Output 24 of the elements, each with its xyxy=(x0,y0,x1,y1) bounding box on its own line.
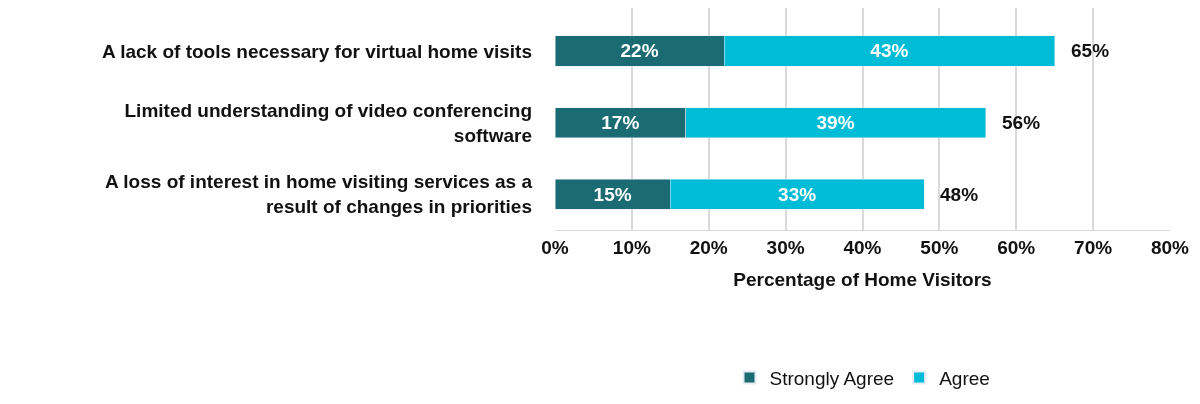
y-tick-label: Limited understanding of video conferencing software xyxy=(124,99,532,146)
data-label: 22% xyxy=(620,40,659,62)
data-label: 43% xyxy=(870,40,909,62)
y-tick-label: A lack of tools necessary for virtual home visits xyxy=(101,40,532,62)
total-label: 65% xyxy=(1071,40,1110,61)
x-tick-label: 0% xyxy=(541,236,569,258)
x-tick-label: 60% xyxy=(997,236,1036,258)
legend-label: Strongly Agree xyxy=(769,368,895,390)
x-tick-label: 50% xyxy=(920,236,959,258)
data-label: 15% xyxy=(593,183,632,205)
x-tick-label: 40% xyxy=(843,236,882,258)
x-tick-label: 30% xyxy=(766,236,805,258)
x-tick-label: 10% xyxy=(612,236,651,258)
total-label: 56% xyxy=(1002,112,1041,133)
data-label: 17% xyxy=(601,112,640,134)
x-tick-label: 80% xyxy=(1150,236,1190,258)
legend-label: Agree xyxy=(939,368,990,390)
x-axis-title: Percentage of Home Visitors xyxy=(733,268,992,290)
total-label: 48% xyxy=(940,184,979,205)
x-tick-label: 20% xyxy=(689,236,728,258)
y-tick-label: A loss of interest in home visiting services as a result of changes in priorities xyxy=(105,171,533,218)
data-label: 39% xyxy=(816,112,855,134)
x-tick-label: 70% xyxy=(1074,236,1113,258)
data-label: 33% xyxy=(778,183,817,205)
